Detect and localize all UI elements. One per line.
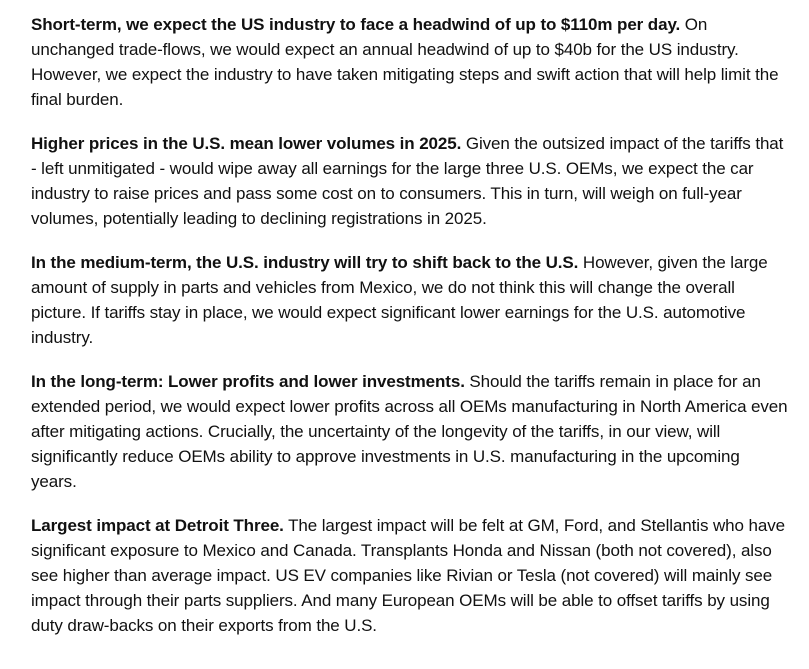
paragraph-higher-prices: Higher prices in the U.S. mean lower vol… <box>31 131 789 231</box>
paragraph-detroit-three: Largest impact at Detroit Three. The lar… <box>31 513 789 638</box>
paragraph-text: However, given the large amount of suppl… <box>31 253 768 347</box>
paragraph-lead: In the long-term: Lower profits and lowe… <box>31 372 465 391</box>
paragraph-text: Should the tariffs remain in place for a… <box>31 372 788 491</box>
paragraph-lead: In the medium-term, the U.S. industry wi… <box>31 253 579 272</box>
paragraph-lead: Largest impact at Detroit Three. <box>31 516 284 535</box>
paragraph-short-term: Short-term, we expect the US industry to… <box>31 12 789 112</box>
paragraph-medium-term: In the medium-term, the U.S. industry wi… <box>31 250 789 350</box>
paragraph-lead: Short-term, we expect the US industry to… <box>31 15 681 34</box>
paragraph-text: The largest impact will be felt at GM, F… <box>31 516 785 635</box>
paragraph-long-term: In the long-term: Lower profits and lowe… <box>31 369 789 494</box>
paragraph-lead: Higher prices in the U.S. mean lower vol… <box>31 134 462 153</box>
paragraph-text: On unchanged trade-flows, we would expec… <box>31 15 779 109</box>
paragraph-text: Given the outsized impact of the tariffs… <box>31 134 784 228</box>
